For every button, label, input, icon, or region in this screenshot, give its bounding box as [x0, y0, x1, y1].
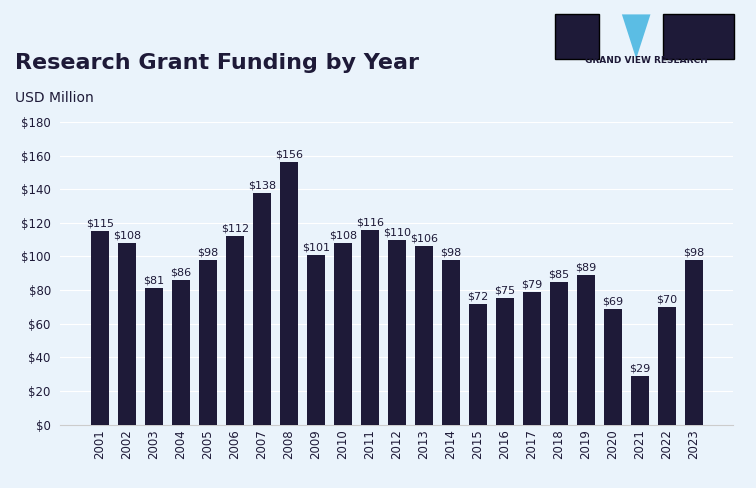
Bar	[658, 307, 676, 425]
Text: $69: $69	[603, 296, 624, 306]
Text: $81: $81	[144, 276, 164, 286]
Text: $85: $85	[548, 269, 569, 279]
Text: $75: $75	[494, 286, 516, 296]
Text: $86: $86	[170, 267, 191, 278]
Text: $29: $29	[629, 363, 651, 373]
Text: $79: $79	[522, 279, 543, 289]
Text: $138: $138	[248, 180, 276, 190]
FancyBboxPatch shape	[554, 14, 600, 59]
Bar	[604, 308, 621, 425]
Text: $156: $156	[275, 150, 303, 160]
Text: $89: $89	[575, 263, 596, 272]
Text: $98: $98	[440, 247, 461, 257]
Bar	[388, 240, 406, 425]
Bar	[361, 229, 379, 425]
Text: $70: $70	[656, 294, 677, 305]
Text: $110: $110	[383, 227, 411, 237]
Text: $72: $72	[467, 291, 488, 301]
Bar	[145, 288, 163, 425]
Bar	[442, 260, 460, 425]
Bar	[226, 236, 243, 425]
Text: $106: $106	[410, 234, 438, 244]
Bar	[253, 193, 271, 425]
Text: $116: $116	[356, 217, 384, 227]
Text: $101: $101	[302, 242, 330, 252]
Bar	[415, 246, 432, 425]
Text: $98: $98	[197, 247, 218, 257]
Text: GRAND VIEW RESEARCH: GRAND VIEW RESEARCH	[585, 56, 708, 65]
Text: USD Million: USD Million	[15, 92, 94, 105]
Bar	[631, 376, 649, 425]
Bar	[469, 304, 487, 425]
Bar	[307, 255, 324, 425]
Bar	[496, 299, 513, 425]
Bar	[91, 231, 109, 425]
Bar	[523, 292, 541, 425]
Bar	[199, 260, 217, 425]
Polygon shape	[622, 14, 650, 59]
Bar	[280, 163, 298, 425]
FancyBboxPatch shape	[663, 14, 734, 59]
Text: $112: $112	[221, 224, 249, 234]
Bar	[550, 282, 568, 425]
Text: Research Grant Funding by Year: Research Grant Funding by Year	[15, 53, 419, 73]
Text: $115: $115	[86, 219, 114, 229]
Text: $108: $108	[113, 230, 141, 241]
Bar	[118, 243, 135, 425]
Text: $108: $108	[329, 230, 357, 241]
Bar	[685, 260, 703, 425]
Text: $98: $98	[683, 247, 705, 257]
Bar	[172, 280, 190, 425]
Bar	[334, 243, 352, 425]
Bar	[577, 275, 595, 425]
